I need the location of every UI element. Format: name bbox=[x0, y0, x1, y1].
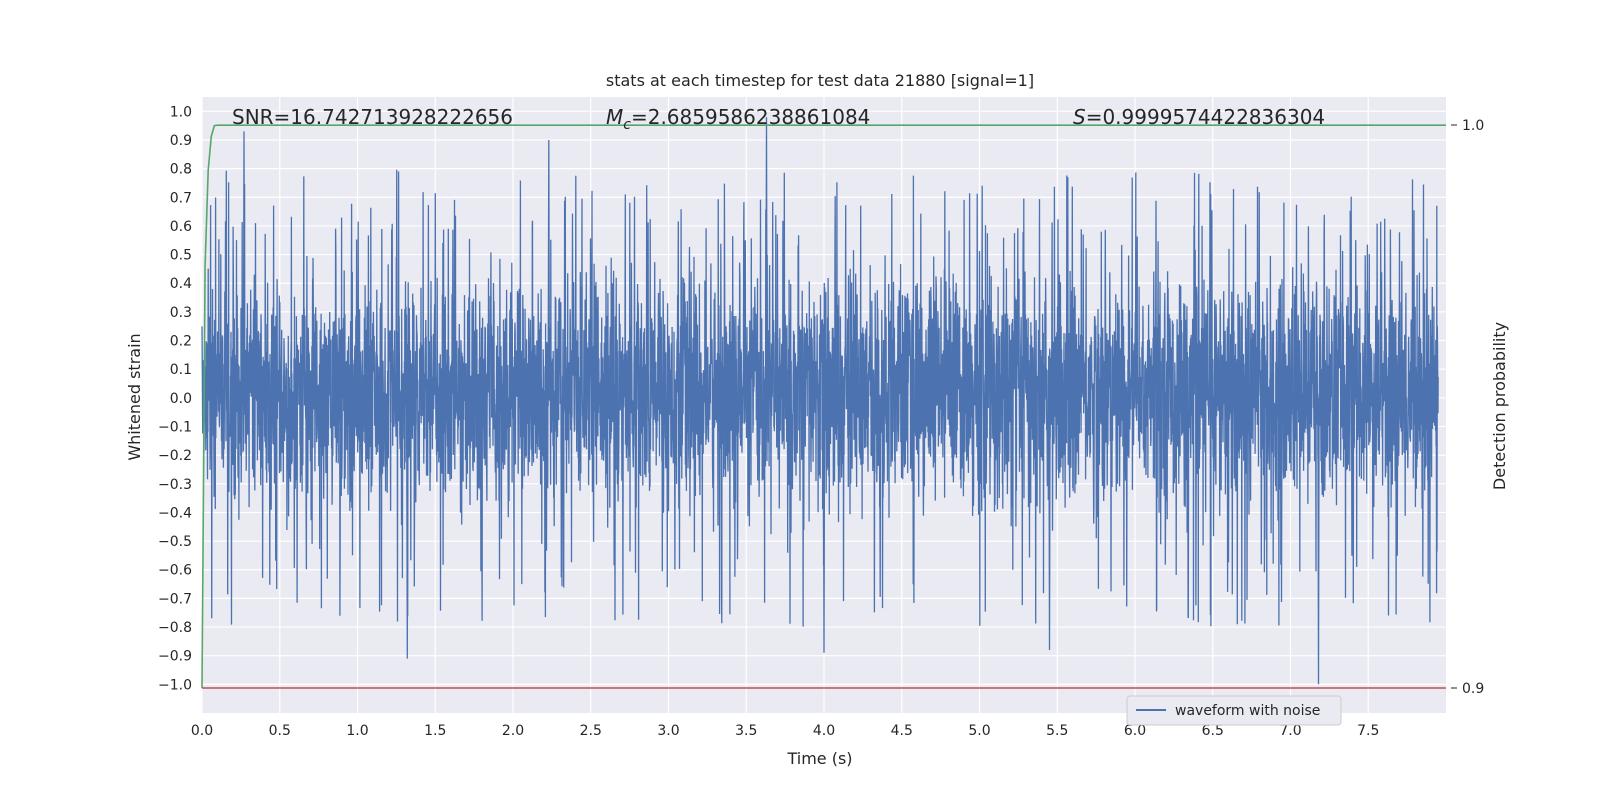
series-waveform-with-noise bbox=[201, 117, 1439, 685]
chirp-mass-value: =2.6859586238861084 bbox=[631, 105, 870, 129]
y-tick-label: −0.1 bbox=[158, 419, 192, 435]
snr-annotation: SNR=16.742713928222656 bbox=[232, 105, 513, 129]
x-tick-label: 4.0 bbox=[813, 723, 835, 739]
right-axis-series bbox=[201, 124, 1446, 689]
x-axis-ticks: 0.0 0.5 1.0 1.5 2.0 2.5 3.0 3.5 4.0 4.5 5.0 5.5 6.0 6… bbox=[191, 723, 1380, 739]
right-tick-label: 0.9 bbox=[1462, 681, 1484, 697]
chirp-mass-symbol: M bbox=[606, 105, 623, 129]
x-tick-label: 6.0 bbox=[1124, 723, 1146, 739]
y-tick-label: −0.3 bbox=[158, 477, 192, 493]
x-tick-label: 6.5 bbox=[1202, 723, 1224, 739]
y-tick-label: −1.0 bbox=[158, 677, 192, 693]
x-tick-label: 2.5 bbox=[580, 723, 602, 739]
legend-box bbox=[1126, 695, 1342, 726]
right-tick-label: 1.0 bbox=[1462, 118, 1484, 134]
y-tick-label: 0.7 bbox=[170, 190, 192, 206]
x-tick-label: 2.0 bbox=[502, 723, 524, 739]
y-tick-label: −0.4 bbox=[158, 505, 192, 521]
y-tick-label: −0.9 bbox=[158, 649, 192, 665]
waveform-line bbox=[201, 117, 1439, 685]
y-tick-label: 0.3 bbox=[170, 305, 192, 321]
y-tick-label: 0.4 bbox=[170, 276, 192, 292]
x-tick-label: 1.5 bbox=[424, 723, 446, 739]
y-tick-label: 0.0 bbox=[170, 391, 192, 407]
y-tick-label: −0.8 bbox=[158, 620, 192, 636]
y-tick-label: −0.7 bbox=[158, 591, 192, 607]
x-axis-label: Time (s) bbox=[786, 749, 852, 768]
detection-probability-line bbox=[201, 124, 1446, 689]
x-tick-label: 5.0 bbox=[968, 723, 990, 739]
s-annotation: S=0.9999574422836304 bbox=[1073, 105, 1325, 129]
y-tick-label: −0.2 bbox=[158, 448, 192, 464]
chart-title: stats at each timestep for test data 218… bbox=[606, 71, 1034, 90]
y-tick-label: 0.2 bbox=[170, 334, 192, 350]
y-tick-label: 0.5 bbox=[170, 248, 192, 264]
chirp-mass-annotation: Mc=2.6859586238861084 bbox=[606, 105, 870, 133]
y-tick-label: 0.9 bbox=[170, 133, 192, 149]
x-tick-label: 0.5 bbox=[269, 723, 291, 739]
right-y-axis-label: Detection probability bbox=[1490, 322, 1509, 490]
right-axis-ticks: 1.0 0.9 bbox=[1451, 118, 1484, 697]
x-tick-label: 4.5 bbox=[891, 723, 913, 739]
legend-entry: waveform with noise bbox=[1175, 703, 1320, 719]
y-tick-label: 1.0 bbox=[170, 104, 192, 120]
y-tick-label: 0.1 bbox=[170, 362, 192, 378]
y-axis-label: Whitened strain bbox=[125, 333, 144, 460]
y-tick-label: −0.5 bbox=[158, 534, 192, 550]
y-tick-label: −0.6 bbox=[158, 563, 192, 579]
legend: waveform with noise bbox=[1126, 695, 1342, 726]
x-tick-label: 3.5 bbox=[735, 723, 757, 739]
chirp-mass-subscript: c bbox=[623, 117, 631, 133]
y-tick-label: 0.6 bbox=[170, 219, 192, 235]
y-tick-label: 0.8 bbox=[170, 162, 192, 178]
x-tick-label: 7.5 bbox=[1357, 723, 1379, 739]
s-symbol: S bbox=[1073, 105, 1086, 129]
x-tick-label: 1.0 bbox=[346, 723, 368, 739]
x-tick-label: 7.0 bbox=[1279, 723, 1301, 739]
x-tick-label: 5.5 bbox=[1046, 723, 1068, 739]
s-value: =0.9999574422836304 bbox=[1086, 105, 1325, 129]
x-tick-label: 3.0 bbox=[657, 723, 679, 739]
y-axis-ticks: 1.0 0.9 0.8 0.7 0.6 0.5 0.4 0.3 0.2 0.1 0.0 −0.1 −0.… bbox=[158, 104, 192, 693]
x-tick-label: 0.0 bbox=[191, 723, 213, 739]
